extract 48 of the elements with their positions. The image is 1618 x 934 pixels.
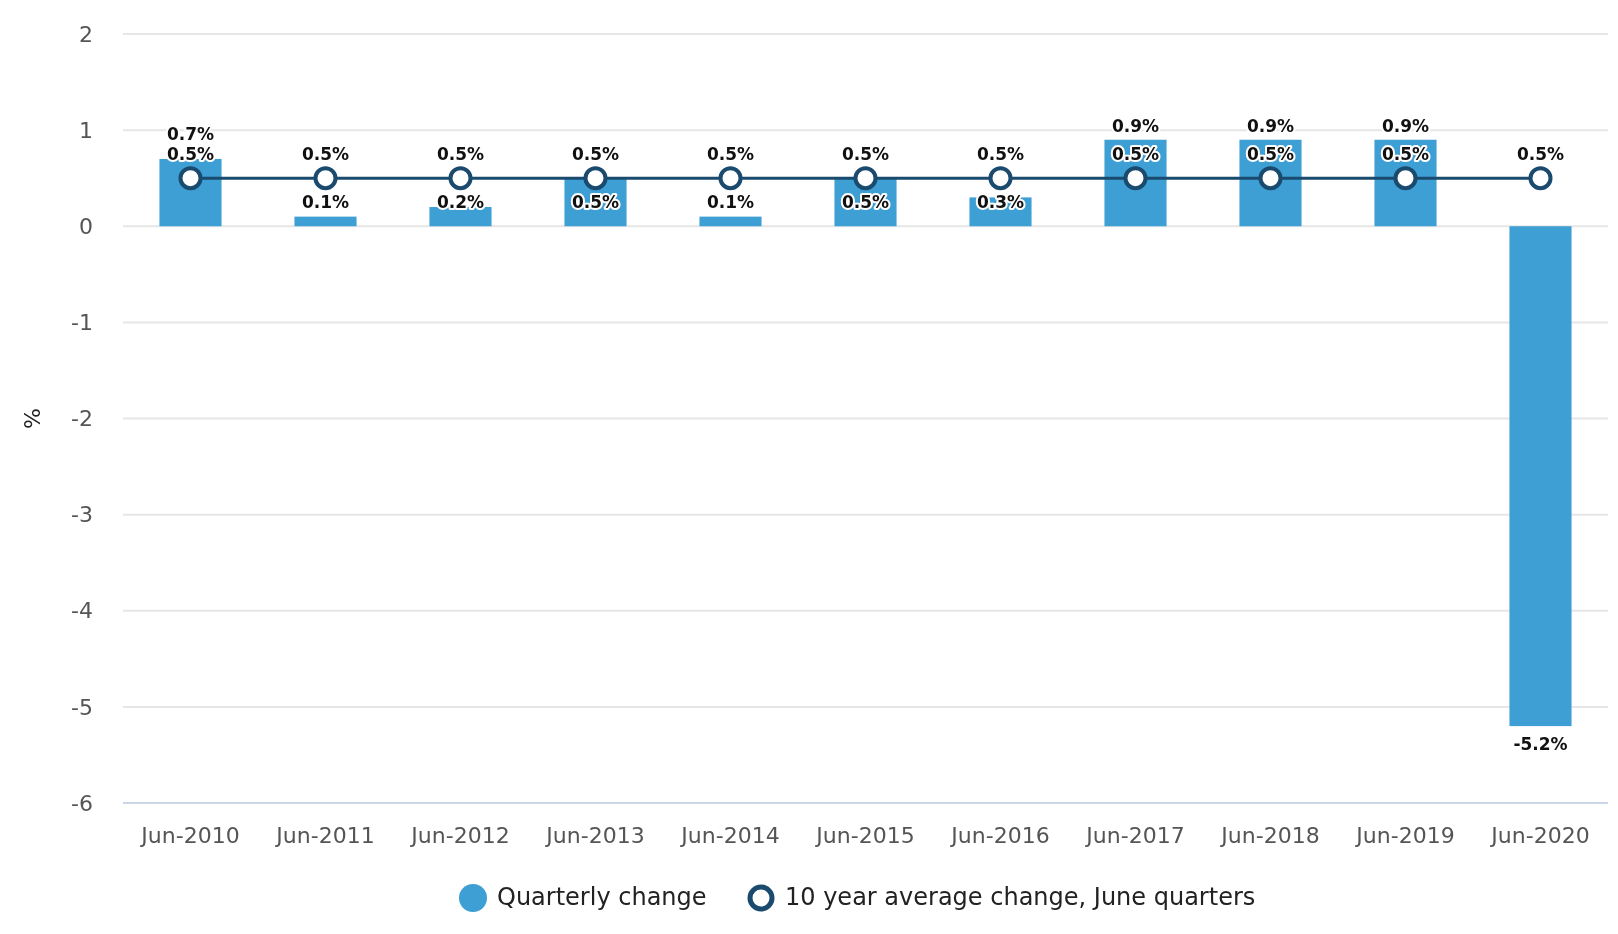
data-label: 0.9% xyxy=(1381,115,1430,136)
data-label: 0.1% xyxy=(301,192,350,213)
data-label: 0.5% xyxy=(706,144,755,165)
data-label: 0.5% xyxy=(976,144,1025,165)
data-label: 0.5% xyxy=(436,144,485,165)
data-label: 0.5% xyxy=(166,144,215,165)
x-tick-label: Jun-2018 xyxy=(1219,823,1320,848)
y-tick-label: 0 xyxy=(79,213,93,239)
y-tick-label: -3 xyxy=(71,502,93,528)
x-tick-label: Jun-2020 xyxy=(1489,823,1590,848)
y-tick-label: 1 xyxy=(79,117,93,143)
x-tick-label: Jun-2010 xyxy=(139,823,240,848)
y-tick-label: -6 xyxy=(71,790,93,816)
data-label: -5.2% xyxy=(1513,734,1568,755)
data-label: 0.1% xyxy=(706,192,755,213)
x-tick-label: Jun-2019 xyxy=(1354,823,1455,848)
bar xyxy=(1509,226,1572,727)
data-label: 0.5% xyxy=(841,192,890,213)
data-label: 0.5% xyxy=(571,192,620,213)
y-tick-label: -1 xyxy=(71,310,93,336)
data-label: 0.9% xyxy=(1246,115,1295,136)
legend-label: 10 year average change, June quarters xyxy=(785,883,1256,911)
data-label: 0.2% xyxy=(436,192,485,213)
bar xyxy=(699,216,762,227)
bar xyxy=(294,216,357,227)
data-label: 0.5% xyxy=(1381,144,1430,165)
x-tick-label: Jun-2015 xyxy=(814,823,915,848)
legend-label: Quarterly change xyxy=(497,883,707,911)
data-label: 0.5% xyxy=(1516,144,1565,165)
data-label: 0.5% xyxy=(1246,144,1295,165)
data-label: 0.7% xyxy=(166,124,215,145)
y-tick-label: -2 xyxy=(71,406,93,432)
x-tick-label: Jun-2012 xyxy=(409,823,510,848)
data-label: 0.5% xyxy=(301,144,350,165)
x-tick-label: Jun-2016 xyxy=(949,823,1050,848)
x-tick-label: Jun-2014 xyxy=(679,823,780,848)
data-label: 0.3% xyxy=(976,192,1025,213)
y-tick-label: -4 xyxy=(71,598,93,624)
data-label: 0.5% xyxy=(1111,144,1160,165)
data-label: 0.5% xyxy=(571,144,620,165)
data-label: 0.9% xyxy=(1111,115,1160,136)
x-tick-label: Jun-2013 xyxy=(544,823,645,848)
y-tick-label: -5 xyxy=(71,694,93,720)
x-tick-label: Jun-2011 xyxy=(274,823,375,848)
data-label: 0.5% xyxy=(841,144,890,165)
x-tick-label: Jun-2017 xyxy=(1084,823,1185,848)
y-tick-label: 2 xyxy=(79,21,93,47)
y-axis-title: % xyxy=(20,408,45,429)
